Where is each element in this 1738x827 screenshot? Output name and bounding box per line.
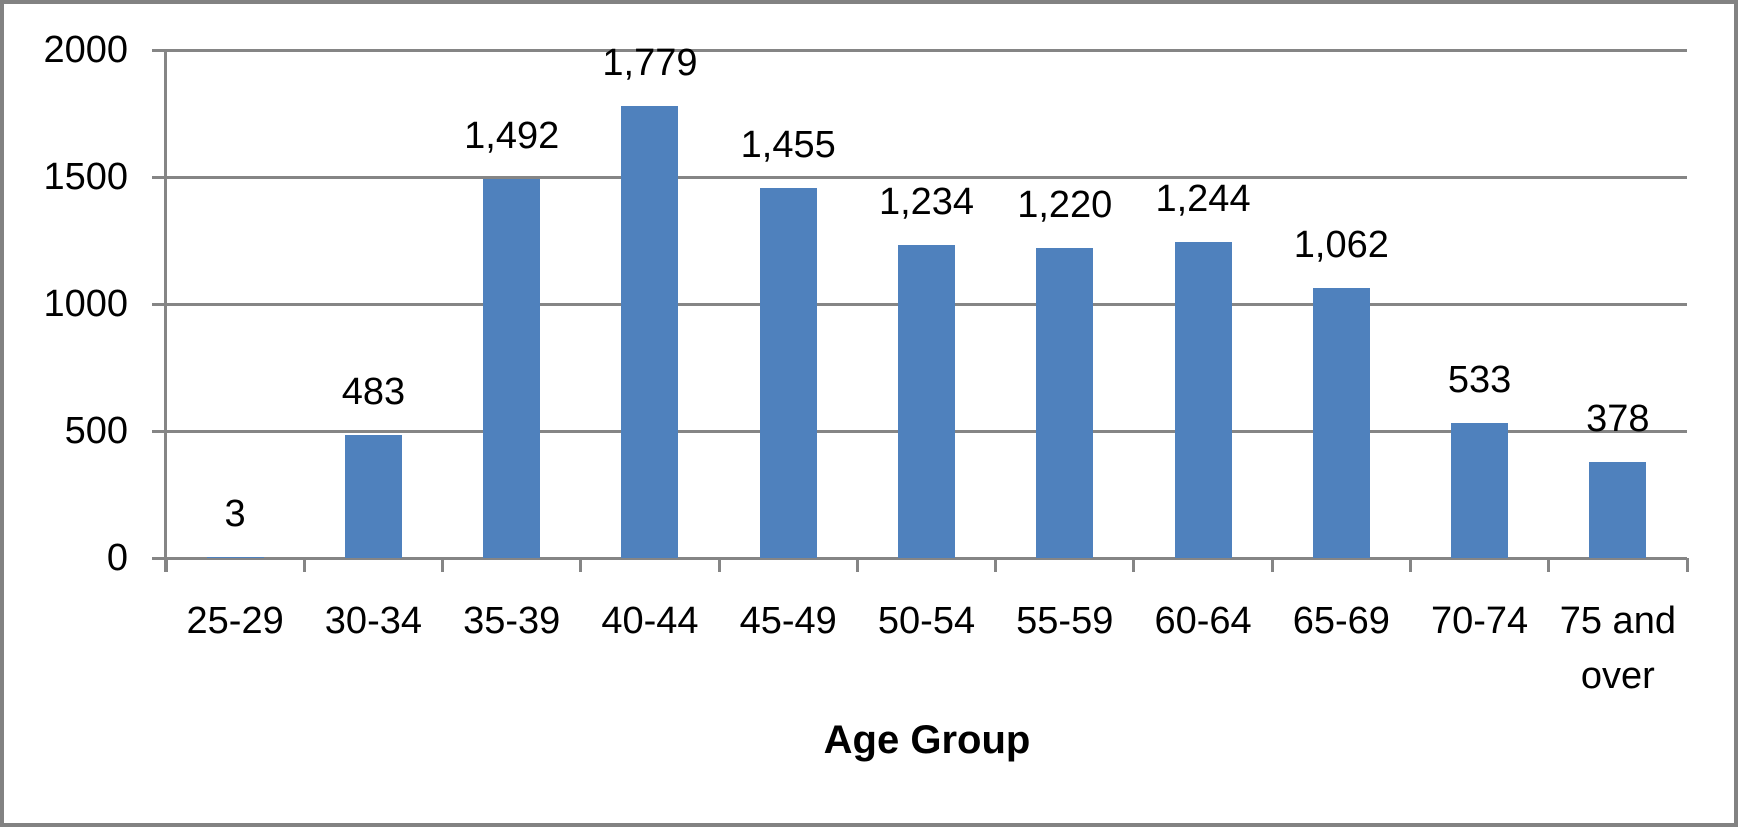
x-tick-label: 60-64 (1154, 600, 1252, 642)
x-axis-tick (164, 558, 168, 572)
y-axis-line (164, 49, 167, 572)
bar-value-label: 378 (1586, 398, 1650, 440)
bar-value-label: 1,220 (1017, 184, 1113, 227)
bar (1451, 423, 1509, 558)
bar-value-label: 1,455 (740, 124, 836, 167)
bar-value-label: 1,779 (602, 42, 698, 85)
y-tick-label: 0 (106, 537, 128, 579)
x-axis-tick (1547, 558, 1551, 572)
y-axis-tick (152, 175, 166, 179)
x-tick-label: 55-59 (1016, 600, 1114, 642)
x-axis-tick (1132, 558, 1136, 572)
y-tick-label: 2000 (43, 29, 128, 71)
x-tick-label: 70-74 (1430, 600, 1529, 642)
x-axis-tick (855, 558, 859, 572)
x-tick-label: 50-54 (877, 600, 976, 642)
x-axis-tick (579, 558, 583, 572)
x-axis-tick (1685, 558, 1689, 572)
gridline (166, 556, 1687, 560)
bar (344, 435, 402, 558)
bar-value-label: 1,492 (464, 115, 560, 158)
bar-value-label: 3 (224, 493, 246, 536)
gridline (166, 48, 1687, 52)
bar-value-label: 1,234 (878, 180, 975, 223)
bar-value-label: 1,062 (1293, 224, 1389, 267)
bar (1589, 462, 1647, 558)
x-axis-tick (717, 558, 721, 572)
gridline (166, 175, 1687, 179)
x-axis-title: Age Group (823, 718, 1031, 762)
bar (1036, 248, 1094, 558)
y-axis-tick (152, 48, 166, 52)
bar (621, 106, 679, 558)
y-axis-tick (152, 429, 166, 433)
x-tick-label: 65-69 (1292, 600, 1390, 642)
x-axis-tick (302, 558, 306, 572)
bar (1312, 288, 1370, 558)
x-tick-label: 75 and over (1559, 600, 1676, 697)
y-tick-label: 1000 (43, 283, 128, 325)
y-tick-label: 500 (64, 410, 128, 452)
bar (483, 179, 541, 558)
x-tick-label: 40-44 (601, 600, 699, 642)
bar (898, 245, 955, 558)
x-axis-tick (1270, 558, 1274, 572)
y-tick-label: 1500 (43, 156, 128, 198)
x-axis-tick (994, 558, 998, 572)
bar-value-label: 533 (1447, 358, 1512, 401)
y-axis-tick (152, 556, 166, 560)
y-axis-tick (152, 302, 166, 306)
bar-value-label: 1,244 (1155, 178, 1251, 221)
bar (1174, 242, 1232, 558)
bar (759, 188, 817, 558)
x-tick-label: 25-29 (186, 600, 284, 642)
x-tick-label: 45-49 (739, 600, 837, 642)
bar-value-label: 483 (341, 371, 406, 414)
x-axis-tick (1408, 558, 1412, 572)
x-tick-label: 35-39 (463, 600, 561, 642)
bar (206, 557, 264, 558)
x-tick-label: 30-34 (324, 600, 422, 642)
x-axis-tick (441, 558, 445, 572)
